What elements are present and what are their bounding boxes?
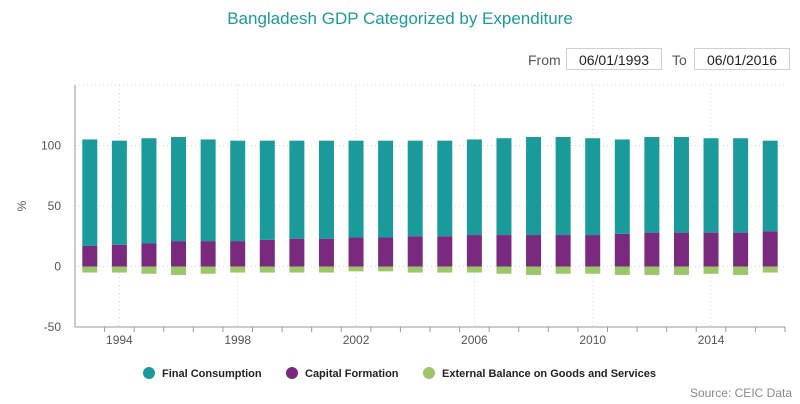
bar-capital-formation bbox=[230, 241, 246, 267]
bar-final-consumption bbox=[437, 140, 453, 237]
source-note: Source: CEIC Data bbox=[689, 386, 792, 400]
x-tick-label: 2014 bbox=[698, 333, 725, 347]
bar-capital-formation bbox=[348, 237, 364, 267]
bar-external-balance bbox=[82, 266, 98, 273]
y-tick-label: 50 bbox=[48, 199, 62, 213]
bar-capital-formation bbox=[496, 235, 512, 267]
bar-external-balance bbox=[348, 266, 364, 272]
bar-external-balance bbox=[230, 266, 246, 273]
bar-final-consumption bbox=[733, 138, 749, 233]
bar-capital-formation bbox=[733, 232, 749, 267]
bar-capital-formation bbox=[614, 233, 630, 267]
to-date-input[interactable]: 06/01/2016 bbox=[694, 48, 790, 70]
bar-final-consumption bbox=[141, 138, 157, 244]
bar-external-balance bbox=[762, 266, 778, 273]
bar-external-balance bbox=[614, 266, 630, 275]
bar-final-consumption bbox=[171, 137, 187, 242]
bar-capital-formation bbox=[289, 238, 305, 267]
bar-external-balance bbox=[289, 266, 305, 273]
bar-capital-formation bbox=[111, 244, 127, 267]
x-tick-label: 2010 bbox=[579, 333, 606, 347]
bar-external-balance bbox=[703, 266, 719, 274]
bar-external-balance bbox=[555, 266, 571, 274]
from-date-input[interactable]: 06/01/1993 bbox=[566, 48, 662, 70]
bar-final-consumption bbox=[407, 140, 423, 237]
legend-swatch-final-consumption bbox=[143, 367, 155, 379]
bar-external-balance bbox=[466, 266, 482, 273]
y-tick-label: 100 bbox=[41, 139, 61, 153]
bar-external-balance bbox=[111, 266, 127, 273]
legend-label-final-consumption: Final Consumption bbox=[162, 368, 262, 380]
bar-capital-formation bbox=[673, 232, 689, 267]
bar-final-consumption bbox=[703, 138, 719, 233]
bar-capital-formation bbox=[466, 235, 482, 267]
bar-final-consumption bbox=[496, 138, 512, 236]
bar-capital-formation bbox=[555, 235, 571, 267]
bar-external-balance bbox=[318, 266, 334, 273]
bar-final-consumption bbox=[585, 138, 601, 236]
bar-final-consumption bbox=[82, 139, 98, 246]
bar-capital-formation bbox=[644, 232, 660, 267]
bar-external-balance bbox=[200, 266, 216, 274]
bar-capital-formation bbox=[259, 239, 275, 267]
bar-capital-formation bbox=[762, 231, 778, 267]
bar-final-consumption bbox=[348, 140, 364, 238]
bar-capital-formation bbox=[703, 232, 719, 267]
chart-title: Bangladesh GDP Categorized by Expenditur… bbox=[227, 9, 573, 28]
bar-external-balance bbox=[171, 266, 187, 275]
x-tick-label: 1998 bbox=[224, 333, 251, 347]
bar-final-consumption bbox=[614, 139, 630, 234]
bar-final-consumption bbox=[318, 140, 334, 239]
x-tick-label: 2002 bbox=[343, 333, 370, 347]
bar-final-consumption bbox=[111, 140, 127, 245]
bar-final-consumption bbox=[230, 140, 246, 242]
bar-external-balance bbox=[585, 266, 601, 274]
bar-capital-formation bbox=[585, 235, 601, 267]
legend-swatch-external-balance bbox=[423, 367, 435, 379]
bar-capital-formation bbox=[318, 238, 334, 267]
bar-final-consumption bbox=[555, 137, 571, 236]
y-tick-label: 0 bbox=[54, 260, 61, 274]
legend-item-external-balance[interactable]: External Balance on Goods and Services bbox=[423, 366, 656, 382]
bar-external-balance bbox=[673, 266, 689, 275]
bar-external-balance bbox=[437, 266, 453, 273]
legend-swatch-capital-formation bbox=[286, 367, 298, 379]
bar-final-consumption bbox=[526, 137, 542, 236]
bar-external-balance bbox=[141, 266, 157, 274]
legend-label-external-balance: External Balance on Goods and Services bbox=[442, 368, 656, 380]
from-label: From bbox=[528, 52, 561, 68]
bar-external-balance bbox=[378, 266, 394, 272]
bar-final-consumption bbox=[289, 140, 305, 239]
bar-external-balance bbox=[496, 266, 512, 274]
x-tick-label: 1994 bbox=[106, 333, 133, 347]
x-tick-label: 2006 bbox=[461, 333, 488, 347]
bar-external-balance bbox=[526, 266, 542, 275]
bar-external-balance bbox=[259, 266, 275, 273]
bar-capital-formation bbox=[378, 237, 394, 267]
bar-final-consumption bbox=[259, 140, 275, 240]
bar-capital-formation bbox=[407, 236, 423, 267]
bar-capital-formation bbox=[171, 241, 187, 267]
bar-final-consumption bbox=[466, 139, 482, 236]
legend-label-capital-formation: Capital Formation bbox=[305, 368, 399, 380]
bar-final-consumption bbox=[644, 137, 660, 233]
bar-final-consumption bbox=[673, 137, 689, 233]
bar-capital-formation bbox=[526, 235, 542, 267]
bar-capital-formation bbox=[200, 241, 216, 267]
bar-capital-formation bbox=[437, 236, 453, 267]
bar-capital-formation bbox=[82, 245, 98, 267]
bar-final-consumption bbox=[378, 140, 394, 238]
bar-external-balance bbox=[407, 266, 423, 273]
y-tick-label: -50 bbox=[44, 320, 62, 334]
bar-external-balance bbox=[644, 266, 660, 275]
bar-final-consumption bbox=[200, 139, 216, 242]
legend-item-final-consumption[interactable]: Final Consumption bbox=[143, 366, 262, 382]
bar-final-consumption bbox=[762, 140, 778, 232]
bar-external-balance bbox=[733, 266, 749, 275]
legend-item-capital-formation[interactable]: Capital Formation bbox=[286, 366, 399, 382]
y-axis-label: % bbox=[15, 200, 29, 211]
to-label: To bbox=[672, 52, 687, 68]
bar-capital-formation bbox=[141, 243, 157, 267]
